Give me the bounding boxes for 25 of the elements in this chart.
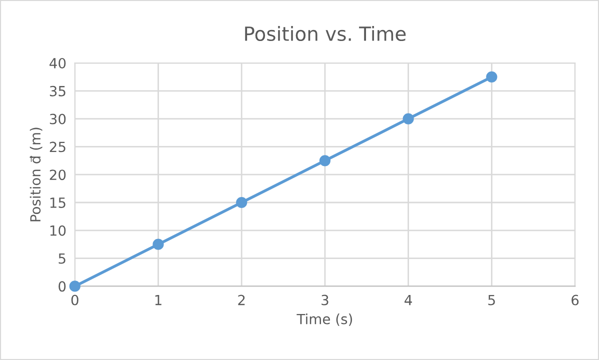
y-tick-label: 35 [50,86,66,96]
x-tick-label: 0 [71,294,78,306]
y-tick-label: 5 [58,253,66,264]
x-tick-label: 6 [572,294,579,306]
x-tick-label: 5 [488,294,495,306]
y-tick-label: 20 [50,170,66,180]
x-tick-label: 3 [322,294,328,306]
point [69,280,80,292]
point [319,155,331,166]
point [486,71,498,83]
point [152,238,164,250]
point [402,113,414,124]
y-tick-label: 10 [50,225,66,236]
x-tick-label: 1 [155,294,162,306]
point [236,196,248,208]
y-tick-label: 15 [50,198,66,208]
y-tick-label: 25 [50,142,66,152]
chart-title: Position vs. Time [245,26,406,42]
y-tick-label: 30 [50,114,66,124]
y-tick-label: 0 [58,281,66,292]
y-axis-title: Position d⃗ (m) [30,128,42,222]
x-tick-label: 4 [404,294,412,306]
x-tick-label: 2 [238,294,245,306]
x-axis-title: Time (s) [296,314,352,326]
y-tick-label: 40 [50,58,66,68]
